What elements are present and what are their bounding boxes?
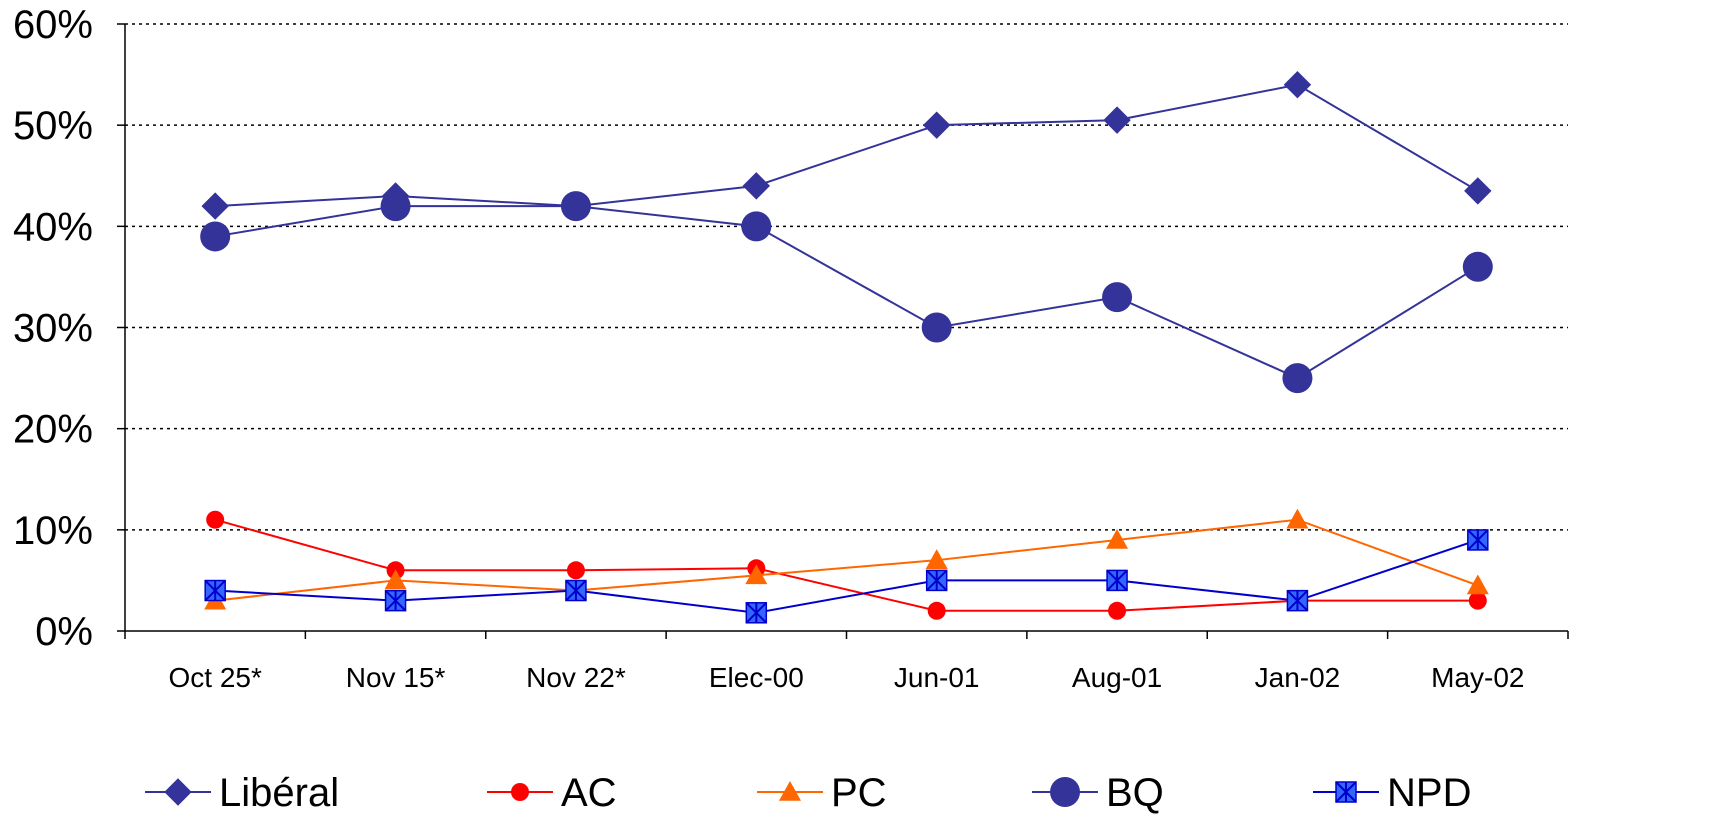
data-point-npd <box>1106 569 1128 592</box>
data-point-pc <box>925 549 948 569</box>
y-tick-label: 10% <box>13 509 93 553</box>
data-point-npd <box>384 589 407 612</box>
legend-item: AC <box>487 771 617 815</box>
series-line-bq <box>215 205 1479 380</box>
data-point-liberal <box>742 172 771 200</box>
legend-label: NPD <box>1387 771 1471 815</box>
y-tick-label: 40% <box>13 205 93 249</box>
series-group <box>200 70 1493 624</box>
legend-item: NPD <box>1313 771 1471 815</box>
series-bq <box>200 191 1493 394</box>
data-point-ac <box>1468 591 1487 610</box>
legend-item: PC <box>757 771 887 815</box>
x-tick-label: Aug-01 <box>1072 662 1162 693</box>
series-line-ac <box>214 518 1478 612</box>
x-tick-label: Oct 25* <box>168 662 261 693</box>
data-point-bq <box>1102 282 1133 313</box>
y-tick-label: 0% <box>35 610 93 654</box>
data-point-npd <box>565 579 587 602</box>
data-point-npd <box>925 569 948 592</box>
data-point-npd <box>204 579 226 602</box>
data-point-bq <box>921 312 952 343</box>
y-tick-label: 30% <box>13 307 93 351</box>
data-point-npd <box>1467 529 1489 551</box>
data-point-pc <box>1106 528 1129 549</box>
data-point-bq <box>741 211 772 242</box>
x-tick-label: Nov 15* <box>346 662 446 693</box>
legend-marker <box>779 781 801 801</box>
x-axis-ticks: Oct 25* Nov 15* Nov 22* Elec-00 Jun-01 Aug-01… <box>124 631 1569 693</box>
data-point-ac <box>1108 601 1127 620</box>
grid-lines <box>125 23 1568 531</box>
data-point-liberal <box>1103 106 1131 134</box>
y-axis-ticks: 0% 10% 20% 30% 40% 50% 60% <box>13 3 125 654</box>
legend-label: BQ <box>1106 771 1164 815</box>
legend-label: Libéral <box>219 771 339 815</box>
x-tick-label: Elec-00 <box>709 662 804 693</box>
data-point-liberal <box>201 192 229 220</box>
legend: Libéral AC PC BQ NPD <box>145 771 1471 815</box>
series-line-liberal <box>215 83 1479 208</box>
legend-marker <box>511 783 529 801</box>
legend-item: Libéral <box>145 771 339 815</box>
series-line-pc <box>215 518 1479 602</box>
data-point-npd <box>1286 589 1309 612</box>
data-point-bq <box>200 221 231 252</box>
legend-marker <box>164 778 192 806</box>
y-tick-label: 50% <box>13 104 93 148</box>
y-tick-label: 60% <box>13 3 93 47</box>
legend-label: AC <box>561 771 617 815</box>
data-point-pc <box>745 564 768 585</box>
data-point-bq <box>380 191 411 222</box>
data-point-pc <box>1466 574 1489 595</box>
data-point-liberal <box>1283 70 1312 99</box>
legend-marker <box>1050 777 1080 807</box>
data-point-ac <box>566 561 585 580</box>
y-tick-label: 20% <box>13 408 93 452</box>
x-tick-label: Jan-02 <box>1255 662 1341 693</box>
legend-label: PC <box>831 771 887 815</box>
legend-item: BQ <box>1032 771 1164 815</box>
data-point-pc <box>1286 508 1309 529</box>
x-tick-label: Nov 22* <box>526 662 626 693</box>
data-point-pc <box>384 569 407 590</box>
data-point-bq <box>560 191 591 222</box>
data-point-npd <box>745 602 768 624</box>
data-point-ac <box>927 601 946 620</box>
legend-marker <box>1335 781 1357 803</box>
data-point-bq <box>1282 363 1313 394</box>
x-tick-label: Jun-01 <box>894 662 980 693</box>
series-npd <box>204 529 1489 624</box>
data-point-liberal <box>922 111 951 139</box>
data-point-liberal <box>1464 177 1492 205</box>
data-point-bq <box>1462 251 1493 282</box>
x-tick-label: May-02 <box>1431 662 1524 693</box>
data-point-ac <box>206 510 225 529</box>
series-line-npd <box>215 539 1479 614</box>
